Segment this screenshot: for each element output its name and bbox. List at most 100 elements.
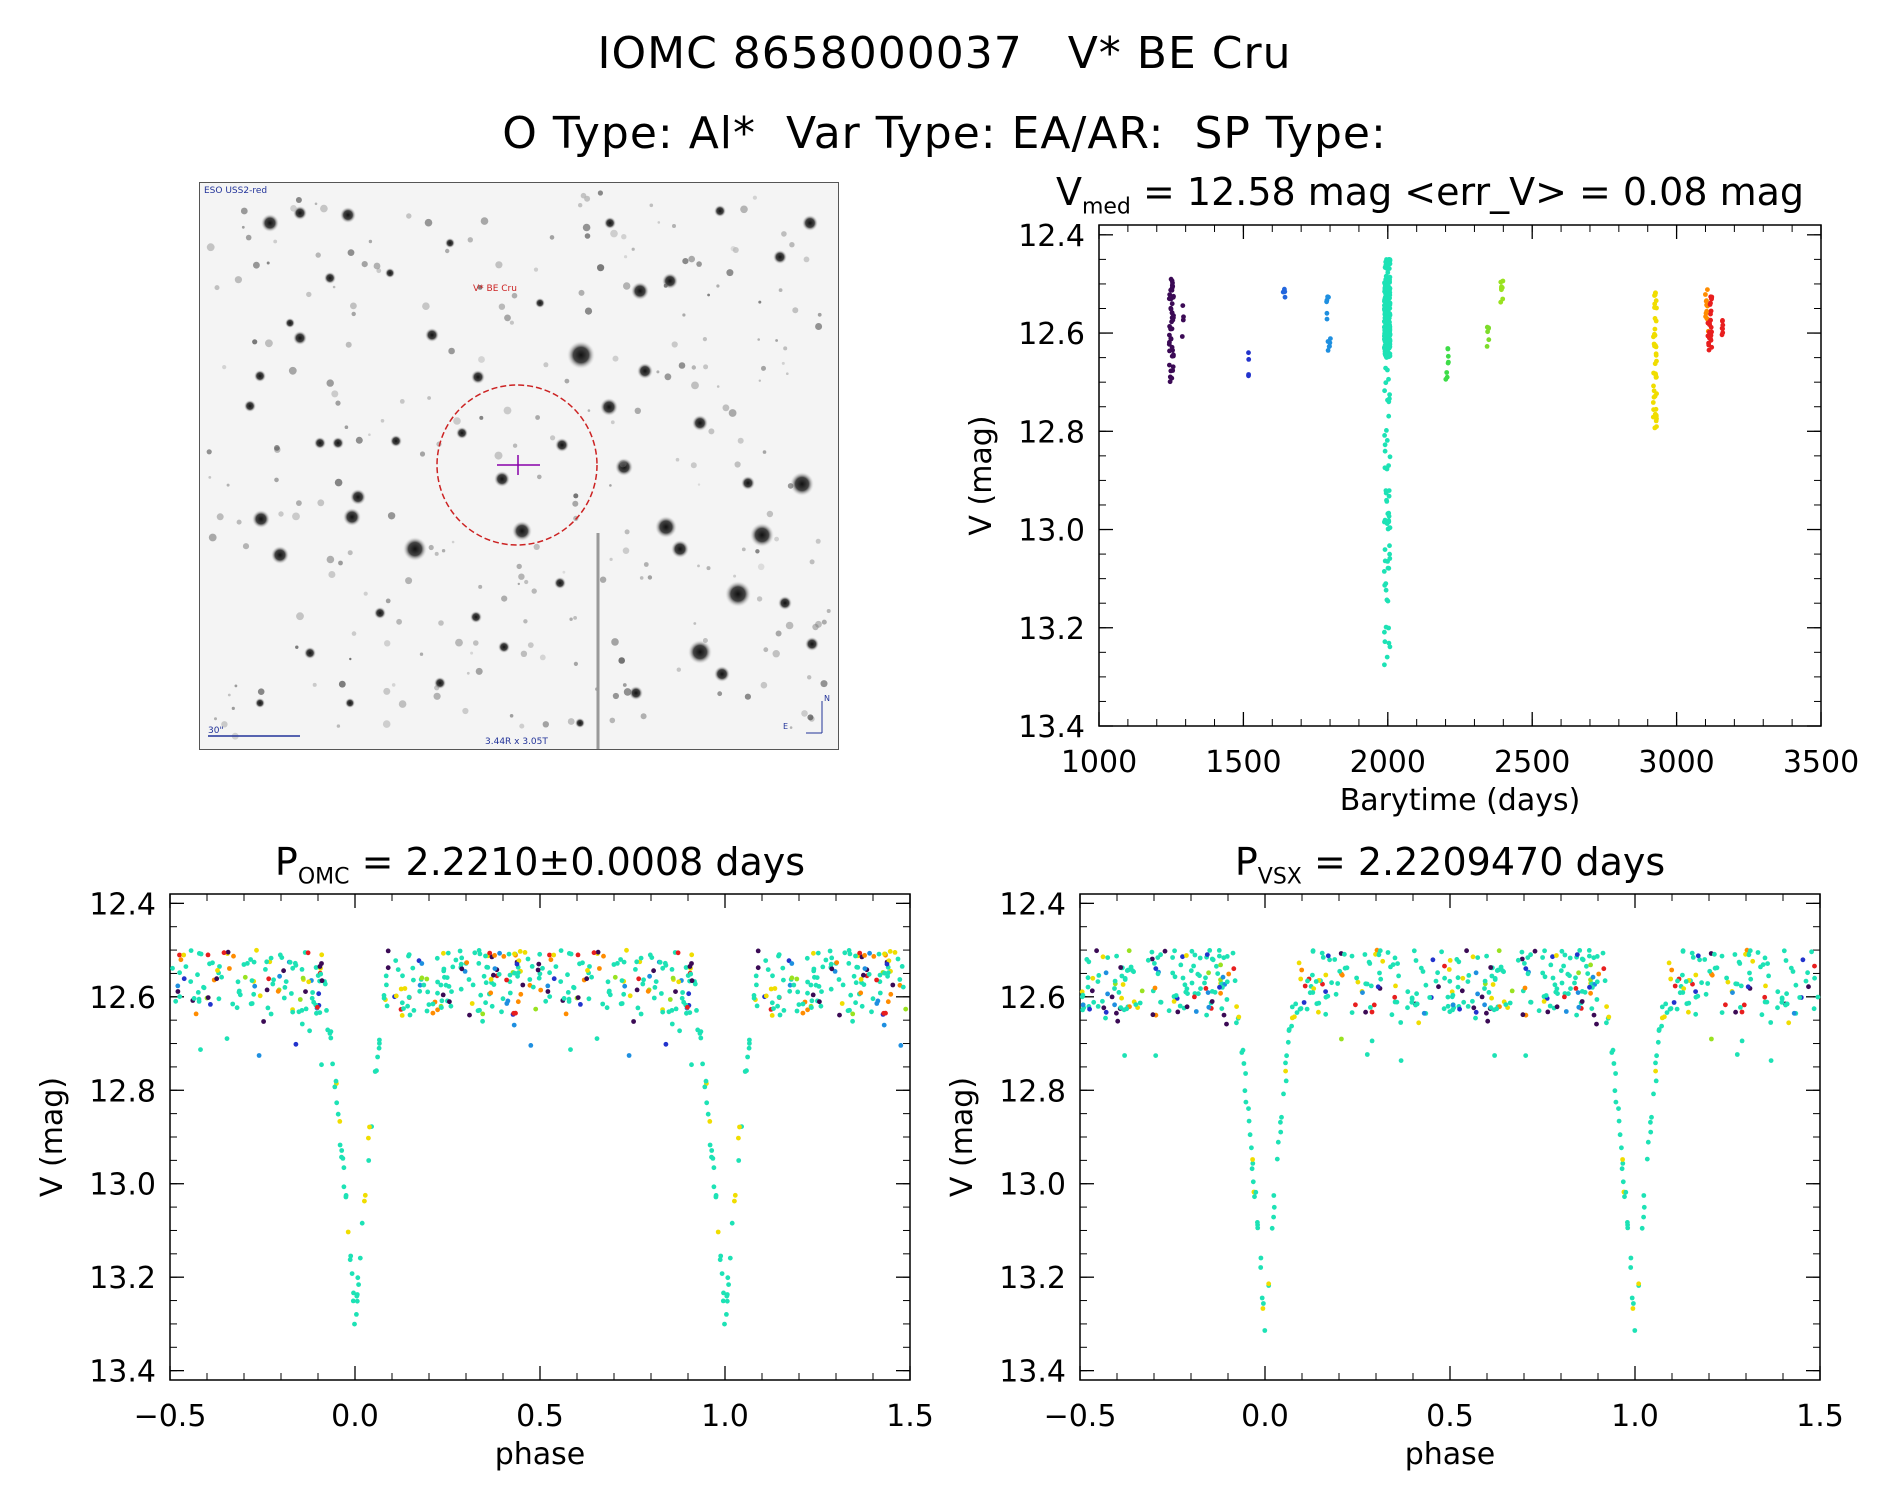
data-point [1118, 1005, 1124, 1010]
data-point [1253, 1189, 1259, 1195]
faint-star [455, 638, 463, 647]
data-point [1231, 966, 1237, 972]
data-point [1382, 310, 1388, 316]
y-tick-label: 13.4 [1018, 710, 1085, 745]
faint-star [815, 323, 823, 330]
faint-star [584, 307, 593, 315]
data-point [1630, 1306, 1636, 1311]
data-point [1464, 948, 1469, 954]
data-point [888, 991, 894, 997]
data-point [1266, 1281, 1272, 1287]
data-point [859, 1003, 865, 1009]
data-point [1184, 1004, 1190, 1010]
data-point [1473, 970, 1479, 976]
star [350, 489, 366, 505]
faint-star [817, 312, 822, 317]
star [445, 238, 455, 248]
data-point [478, 992, 484, 998]
x-tick-label: 0.0 [1241, 1399, 1289, 1434]
data-point [1329, 980, 1334, 986]
data-point [384, 1003, 390, 1009]
data-point [1224, 997, 1230, 1002]
data-point [1339, 1036, 1344, 1042]
data-point [198, 1047, 203, 1052]
data-point [507, 972, 513, 978]
data-point [1342, 951, 1347, 957]
data-point [795, 989, 801, 995]
faint-star [611, 638, 619, 646]
data-point [1218, 990, 1223, 996]
data-point [1707, 968, 1713, 974]
data-point [1768, 1058, 1774, 1063]
data-point [669, 1021, 675, 1027]
faint-star [462, 707, 469, 715]
data-point [405, 1003, 410, 1009]
x-tick-label: 3000 [1638, 745, 1714, 780]
data-point [1651, 341, 1657, 347]
data-point [1324, 299, 1329, 305]
data-point [289, 991, 294, 996]
data-point [375, 1054, 380, 1060]
data-point [337, 1119, 343, 1124]
data-point [1283, 1078, 1289, 1084]
data-point [1234, 1004, 1239, 1009]
data-point [1648, 1119, 1653, 1125]
faint-star [451, 540, 455, 544]
data-point [1654, 358, 1659, 364]
data-point [1652, 331, 1657, 337]
data-point [476, 961, 482, 966]
data-point [768, 986, 774, 992]
data-point [1672, 983, 1678, 989]
data-point [1568, 986, 1573, 991]
data-point [489, 1003, 495, 1009]
data-point [736, 1135, 741, 1141]
data-point [1214, 963, 1219, 969]
data-point [558, 979, 564, 984]
faint-star [384, 640, 391, 647]
faint-star [509, 320, 514, 325]
data-point [181, 976, 187, 982]
data-point [1269, 1225, 1275, 1231]
data-point [324, 1008, 329, 1013]
data-point [776, 952, 782, 957]
data-point [1563, 1009, 1569, 1014]
data-point [1650, 400, 1656, 405]
data-point [177, 994, 183, 999]
plot-frame [169, 893, 911, 1381]
data-point [1384, 344, 1390, 350]
data-point [1304, 1006, 1310, 1012]
data-point [770, 973, 775, 979]
data-point [687, 964, 693, 969]
data-point [1242, 1088, 1248, 1094]
data-point [877, 990, 883, 996]
data-point [1566, 991, 1571, 997]
data-point [1651, 394, 1657, 400]
data-point [586, 996, 592, 1002]
data-point [787, 982, 793, 988]
faint-star [466, 671, 470, 675]
faint-star [775, 630, 782, 637]
faint-star [350, 302, 357, 310]
data-point [268, 1011, 274, 1017]
data-point [724, 1312, 729, 1317]
data-point [713, 1194, 719, 1200]
data-point [1653, 406, 1659, 412]
data-point [675, 950, 681, 956]
faint-star [312, 682, 317, 687]
data-point [177, 970, 183, 976]
data-point [702, 1084, 708, 1090]
data-point [1260, 1306, 1266, 1311]
data-point [441, 968, 447, 974]
data-point [1644, 1156, 1650, 1162]
data-point [811, 968, 817, 974]
data-point [858, 976, 864, 982]
data-point [653, 979, 659, 984]
data-point [337, 1142, 343, 1148]
y-tick-label: 13.2 [999, 1261, 1066, 1296]
data-point [1169, 344, 1175, 350]
data-point [317, 964, 323, 969]
data-point [548, 957, 554, 963]
data-point [1442, 963, 1447, 969]
x-tick-label: 2000 [1350, 745, 1426, 780]
data-point [1386, 493, 1392, 499]
